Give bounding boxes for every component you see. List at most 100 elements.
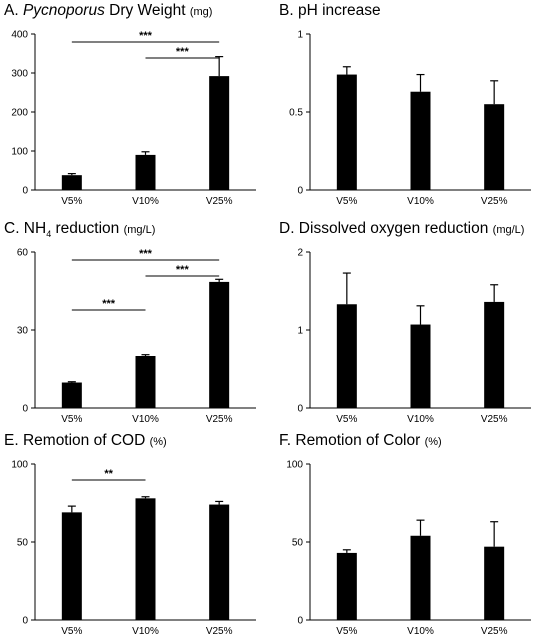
bar-c-1: [135, 356, 156, 408]
y-tick-label-d-0: 0: [297, 404, 303, 415]
y-tick-label-e-2: 100: [11, 460, 28, 471]
chart-svg-b: 0 0.5 1 V5% V10% V25%: [289, 30, 531, 207]
y-tick-label-f-0: 0: [297, 616, 303, 627]
chart-title-c: C. NH4 reduction (mg/L): [4, 220, 155, 243]
chart-svg-d: 0 1 2 V5% V10% V25%: [297, 248, 531, 425]
y-tick-label-f-2: 100: [286, 460, 303, 471]
y-tick-label-b-2: 1: [297, 30, 303, 41]
bar-d-1: [410, 324, 431, 408]
chart-panel-a: A. Pycnoporus Dry Weight (mg) 0 100 200 300…: [0, 0, 275, 214]
title-letter: E.: [4, 432, 19, 449]
y-tick-label-a-0: 0: [22, 186, 28, 197]
bar-a-1: [135, 154, 156, 190]
y-tick-label-c-2: 60: [17, 248, 29, 259]
chart-title-e: E. Remotion of COD (%): [4, 432, 167, 451]
title-unit: (mg): [189, 6, 213, 18]
x-tick-label-a-1: V10%: [132, 196, 159, 207]
bar-b-2: [484, 104, 505, 190]
x-tick-label-b-1: V10%: [407, 196, 434, 207]
x-tick-label-d-2: V25%: [481, 414, 508, 425]
y-tick-label-c-0: 0: [22, 404, 28, 415]
y-tick-label-d-1: 1: [297, 326, 303, 337]
x-tick-label-a-2: V25%: [206, 196, 233, 207]
significance-label-c-0: ***: [139, 248, 153, 260]
chart-panel-f: F. Remotion of Color (%) 0 50 100 V5% V10% V2…: [275, 430, 550, 644]
y-tick-label-f-1: 50: [292, 538, 304, 549]
bar-c-0: [61, 382, 82, 408]
y-tick-label-a-1: 100: [11, 147, 28, 158]
bar-f-2: [484, 546, 505, 620]
bar-c-2: [209, 281, 230, 408]
y-tick-label-d-2: 2: [297, 248, 303, 259]
title-text: Dissolved oxygen reduction: [294, 220, 493, 237]
bar-a-0: [61, 175, 82, 190]
x-tick-label-e-0: V5%: [61, 626, 82, 637]
title-genus: Pycnoporus: [22, 2, 105, 19]
chart-title-a: A. Pycnoporus Dry Weight (mg): [4, 2, 212, 21]
title-text: NH: [19, 220, 47, 237]
significance-label-a-0: ***: [139, 30, 153, 42]
bar-e-2: [209, 504, 230, 620]
x-tick-label-b-0: V5%: [336, 196, 357, 207]
x-tick-label-a-0: V5%: [61, 196, 82, 207]
y-tick-label-a-4: 400: [11, 30, 28, 41]
x-tick-label-d-0: V5%: [336, 414, 357, 425]
significance-label-a-1: ***: [176, 46, 190, 58]
bar-f-0: [336, 552, 357, 620]
y-tick-label-e-1: 50: [17, 538, 29, 549]
x-tick-label-f-1: V10%: [407, 626, 434, 637]
title-letter: B.: [279, 2, 294, 19]
chart-panel-b: B. pH increase 0 0.5 1 V5% V10% V25%: [275, 0, 550, 214]
title-unit: (%): [149, 436, 167, 448]
y-tick-label-b-0: 0: [297, 186, 303, 197]
title-letter: F.: [279, 432, 292, 449]
x-tick-label-c-0: V5%: [61, 414, 82, 425]
x-tick-label-f-2: V25%: [481, 626, 508, 637]
chart-panel-e: E. Remotion of COD (%) 0 50 100 V5% V10% V25%…: [0, 430, 275, 644]
significance-label-c-2: ***: [102, 298, 116, 310]
x-tick-label-d-1: V10%: [407, 414, 434, 425]
title-letter: C.: [4, 220, 20, 237]
x-tick-label-f-0: V5%: [336, 626, 357, 637]
title-text-2: reduction: [51, 220, 124, 237]
x-tick-label-e-1: V10%: [132, 626, 159, 637]
chart-title-b: B. pH increase: [279, 2, 381, 20]
x-tick-label-e-2: V25%: [206, 626, 233, 637]
bar-b-1: [410, 91, 431, 190]
bar-b-0: [336, 74, 357, 190]
y-tick-label-e-0: 0: [22, 616, 28, 627]
x-tick-label-c-2: V25%: [206, 414, 233, 425]
bar-e-1: [135, 498, 156, 620]
chart-svg-a: 0 100 200 300 400 V5% V10% V25% *** ***: [11, 30, 256, 207]
y-tick-label-b-1: 0.5: [289, 108, 303, 119]
x-tick-label-c-1: V10%: [132, 414, 159, 425]
title-letter: D.: [279, 220, 295, 237]
chart-panel-d: D. Dissolved oxygen reduction (mg/L) 0 1 2…: [275, 218, 550, 432]
chart-panel-c: C. NH4 reduction (mg/L) 0 30 60 V5% V10% V25%…: [0, 218, 275, 432]
chart-svg-c: 0 30 60 V5% V10% V25% *** *** ***: [17, 248, 256, 425]
chart-svg-f: 0 50 100 V5% V10% V25%: [286, 460, 531, 637]
bar-a-2: [209, 76, 230, 190]
significance-label-c-1: ***: [176, 264, 190, 276]
chart-title-f: F. Remotion of Color (%): [279, 432, 442, 451]
significance-label-e-0: **: [104, 468, 113, 480]
bar-d-2: [484, 301, 505, 408]
x-tick-label-b-2: V25%: [481, 196, 508, 207]
chart-title-d: D. Dissolved oxygen reduction (mg/L): [279, 220, 524, 239]
title-text: Remotion of Color: [291, 432, 425, 449]
title-text: Remotion of COD: [18, 432, 150, 449]
y-tick-label-a-2: 200: [11, 108, 28, 119]
y-tick-label-c-1: 30: [17, 326, 29, 337]
title-letter: A.: [4, 2, 19, 19]
title-unit: (mg/L): [492, 224, 525, 236]
title-text: Dry Weight: [104, 2, 190, 19]
title-text: pH increase: [293, 2, 381, 19]
y-tick-label-a-3: 300: [11, 69, 28, 80]
bar-e-0: [61, 512, 82, 620]
bar-d-0: [336, 304, 357, 408]
title-unit: (%): [424, 436, 442, 448]
bar-f-1: [410, 535, 431, 620]
title-unit: (mg/L): [123, 224, 156, 236]
chart-svg-e: 0 50 100 V5% V10% V25% **: [11, 460, 256, 637]
